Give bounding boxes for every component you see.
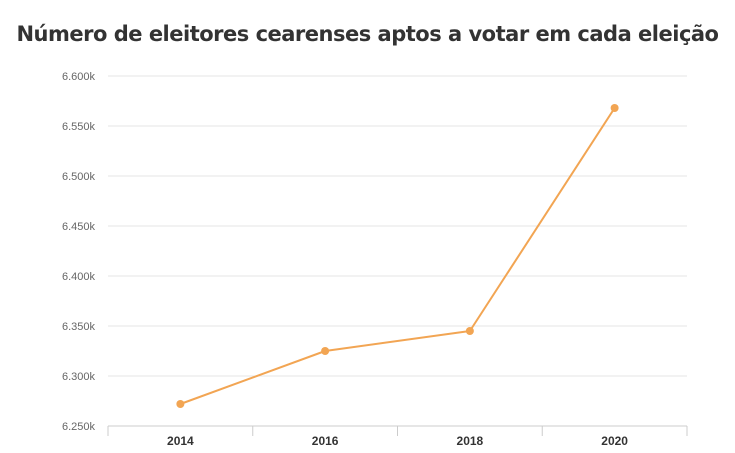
y-tick-label: 6.300k [62,371,96,383]
x-axis [107,425,688,436]
y-tick-label: 6.600k [62,71,96,83]
chart-title: Número de eleitores cearenses aptos a vo… [16,22,719,46]
x-axis-ticks: 2014 2016 2018 2020 [167,434,628,448]
y-axis-ticks: 6.250k 6.300k 6.350k 6.400k 6.450k 6.500k 6.55… [62,71,96,433]
x-tick-label: 2020 [601,434,628,448]
series-line [180,107,616,405]
y-tick-label: 6.400k [62,271,96,283]
x-tick-label: 2018 [457,434,484,448]
y-tick-label: 6.250k [62,421,96,433]
y-tick-label: 6.450k [62,221,96,233]
data-point[interactable] [176,400,185,408]
y-tick-label: 6.550k [62,121,96,133]
x-tick-label: 2016 [312,434,339,448]
data-point[interactable] [610,104,619,112]
data-point[interactable] [321,347,330,355]
y-tick-label: 6.350k [62,321,96,333]
data-point[interactable] [465,327,474,335]
series [176,104,619,408]
y-tick-label: 6.500k [62,171,96,183]
gridlines [108,75,687,377]
x-tick-label: 2014 [167,434,194,448]
